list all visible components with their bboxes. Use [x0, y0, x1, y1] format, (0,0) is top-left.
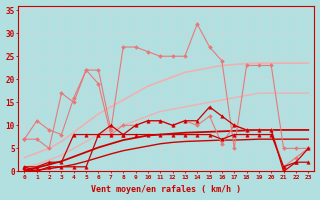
X-axis label: Vent moyen/en rafales ( km/h ): Vent moyen/en rafales ( km/h ) [92, 185, 241, 194]
